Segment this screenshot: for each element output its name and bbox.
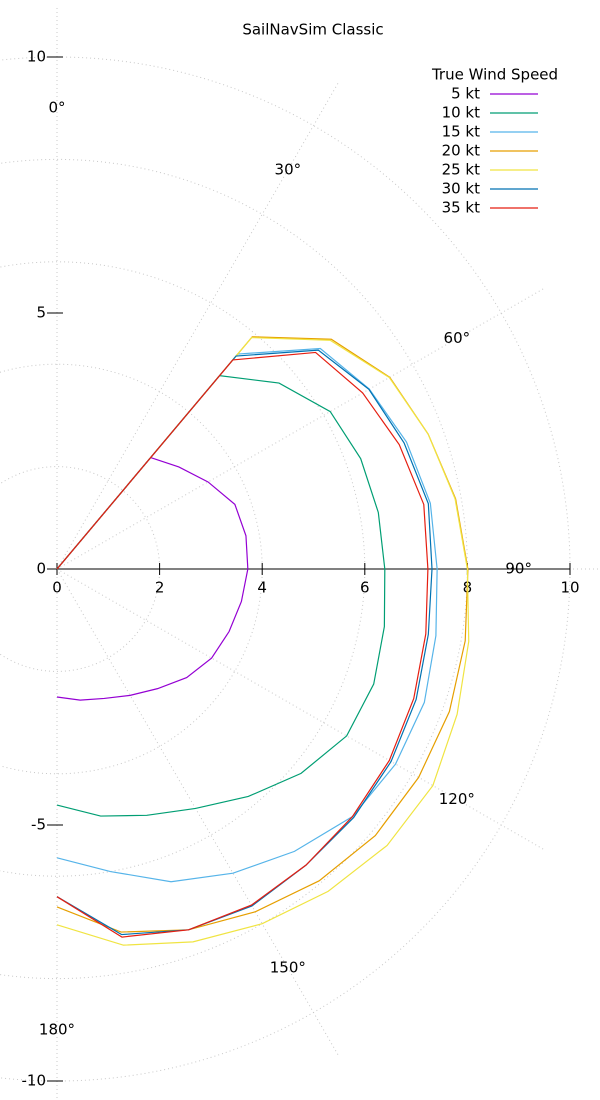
series-line	[56, 351, 429, 938]
series-line	[56, 347, 438, 883]
angle-label: 60°	[444, 329, 471, 347]
angle-label: 0°	[48, 99, 65, 117]
grid-spoke	[56, 568, 546, 852]
grid-spoke	[56, 568, 340, 1057]
grid-spoke	[56, 286, 546, 570]
y-tick-label: -5	[31, 816, 46, 834]
angle-label: 150°	[270, 959, 306, 977]
legend-title: True Wind Speed	[431, 66, 558, 84]
angle-label: 180°	[39, 1020, 75, 1038]
series-line	[56, 375, 386, 817]
y-tick-label: -10	[22, 1072, 47, 1090]
x-tick-label: 10	[560, 579, 579, 597]
x-tick-label: 6	[360, 579, 370, 597]
angle-label: 30°	[275, 160, 302, 178]
legend-label: 20 kt	[442, 142, 481, 160]
y-tick-label: 0	[36, 560, 46, 578]
y-tick-label: 10	[27, 48, 46, 66]
legend-label: 10 kt	[442, 104, 481, 122]
angle-label: 90°	[505, 560, 532, 578]
chart-title: SailNavSim Classic	[242, 21, 383, 39]
x-tick-label: 0	[52, 579, 62, 597]
legend-label: 5 kt	[451, 85, 480, 103]
legend-label: 30 kt	[442, 180, 481, 198]
series-line	[56, 336, 469, 933]
x-tick-label: 4	[257, 579, 267, 597]
y-tick-label: 5	[36, 304, 46, 322]
angle-label: 120°	[439, 790, 475, 808]
legend-label: 25 kt	[442, 161, 481, 179]
legend-label: 35 kt	[442, 199, 481, 217]
x-tick-label: 2	[155, 579, 165, 597]
series-line	[56, 349, 433, 936]
series-line	[56, 336, 470, 946]
grid-spoke	[56, 81, 340, 570]
series-line	[56, 456, 249, 701]
legend-label: 15 kt	[442, 123, 481, 141]
